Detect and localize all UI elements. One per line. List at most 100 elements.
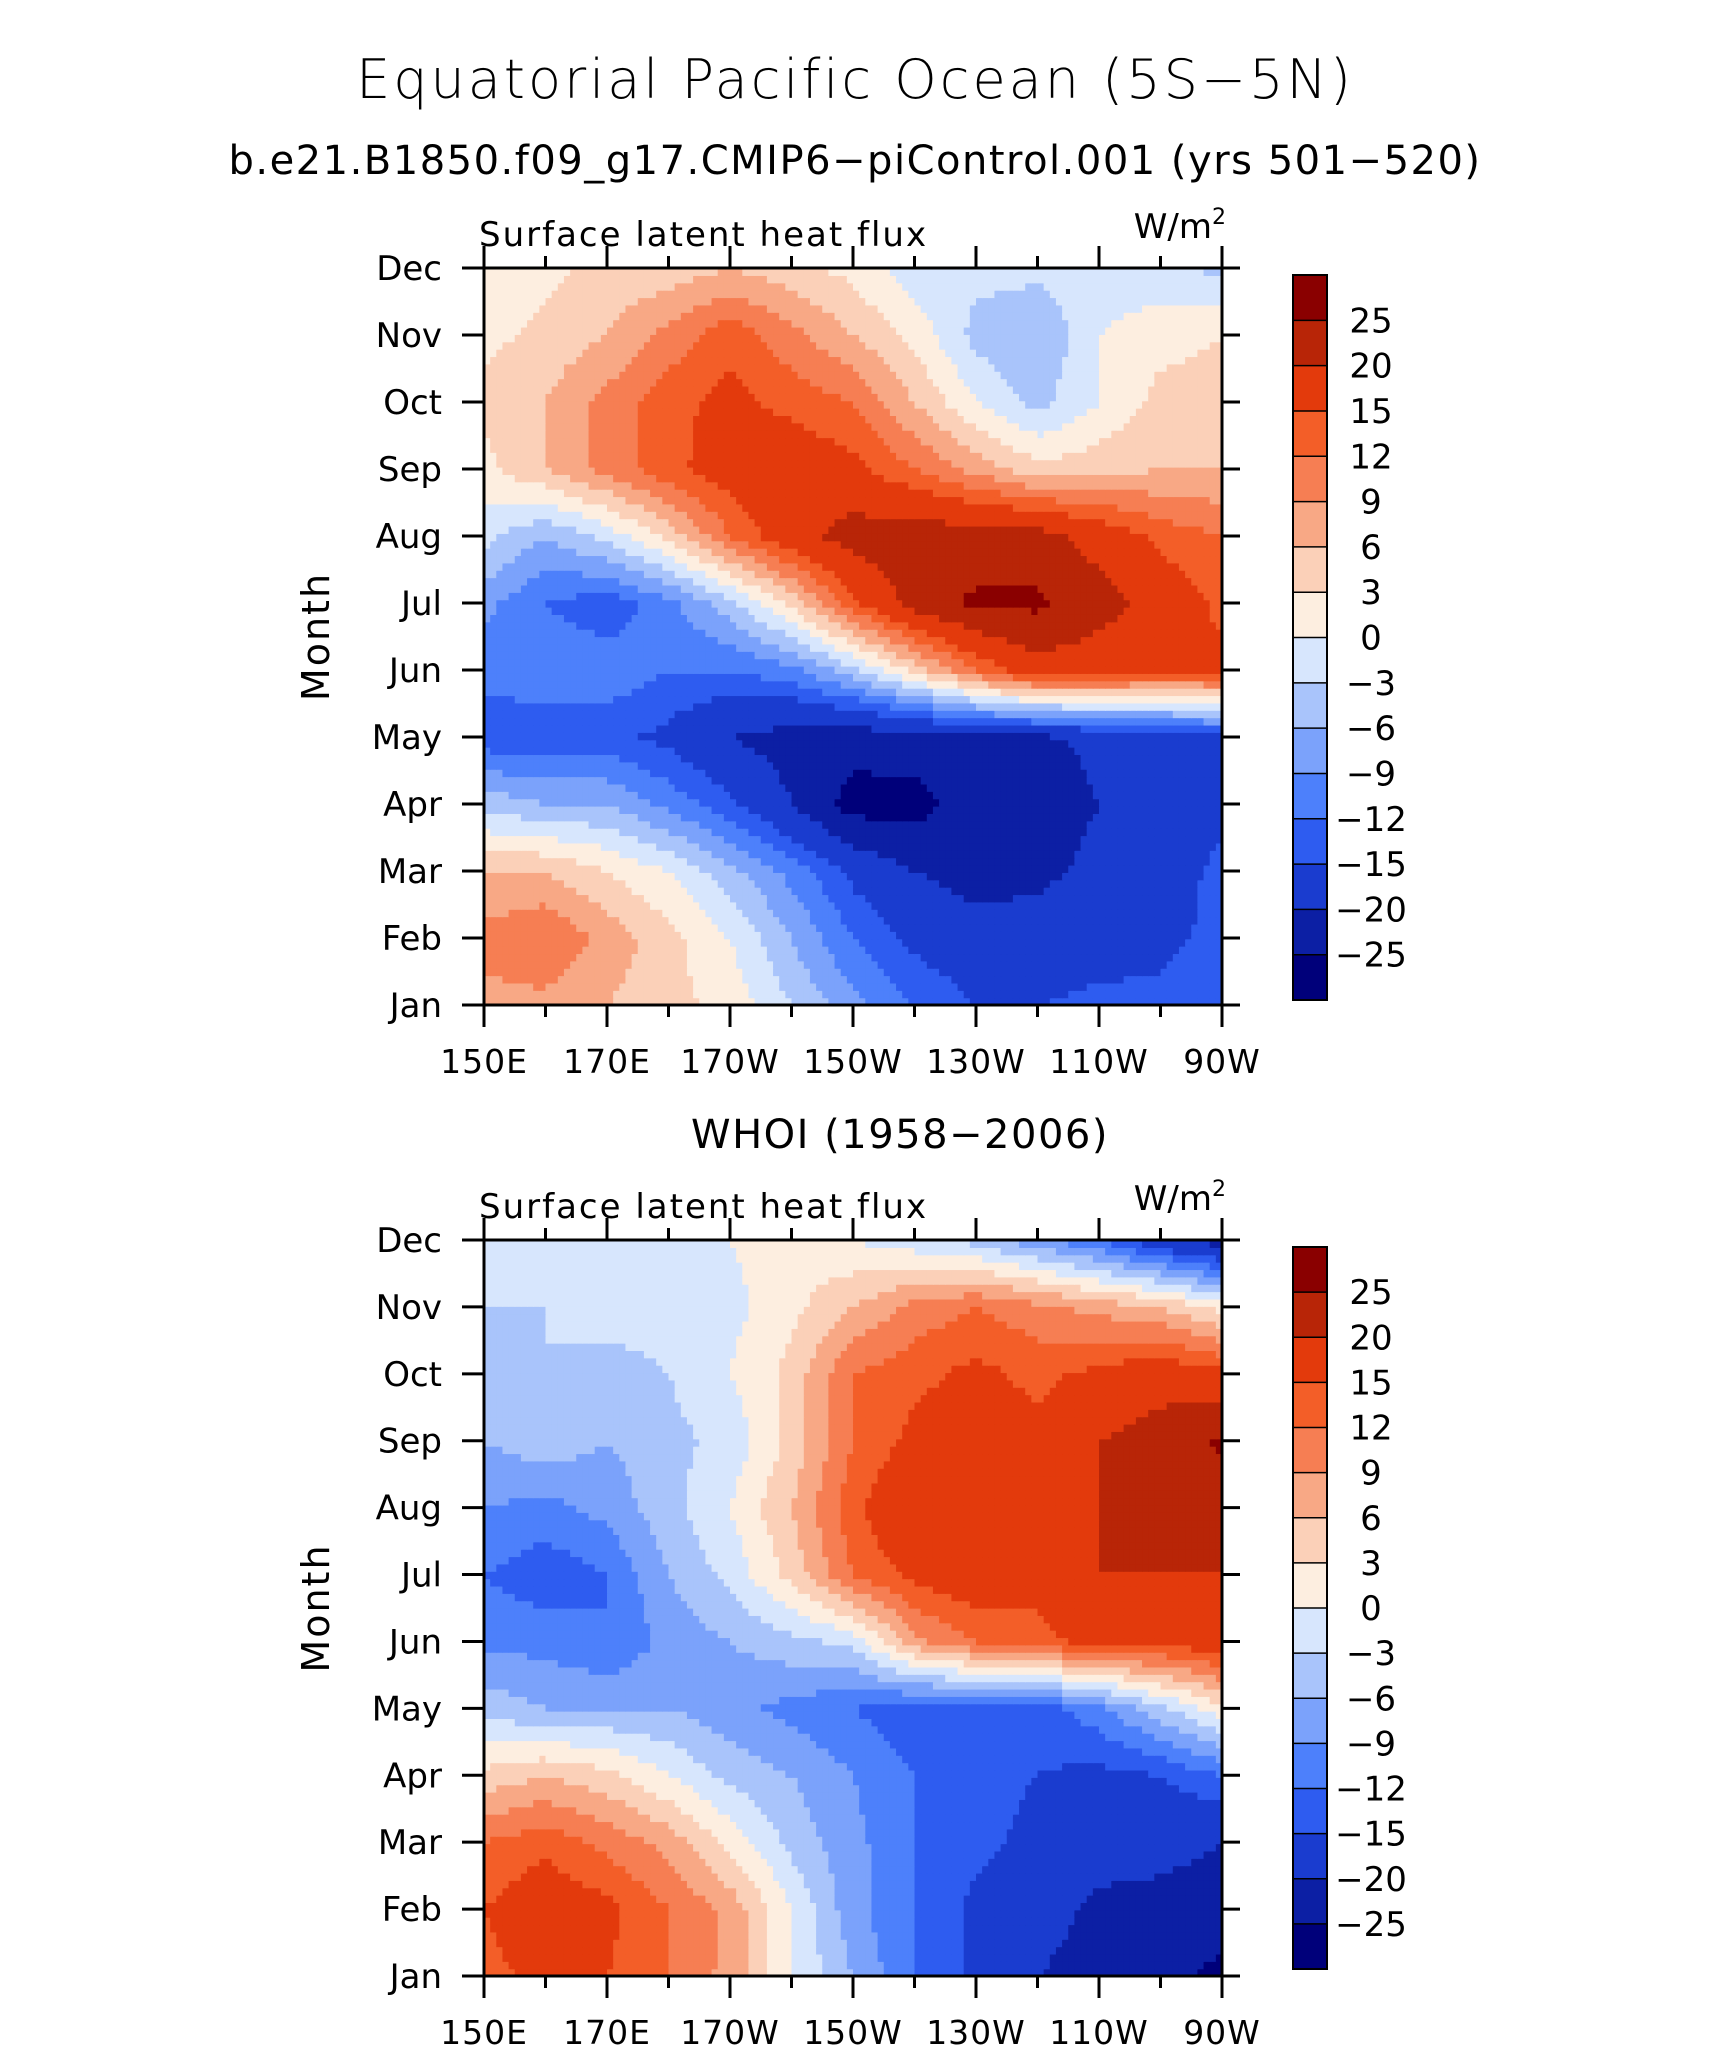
x-tick-label-170e: 170E: [563, 1042, 651, 1081]
y-tick-label-jun: Jun: [387, 651, 442, 691]
colorbar-label: 3: [1360, 573, 1382, 613]
chart-subtitle: b.e21.B1850.f09_g17.CMIP6−piControl.001 …: [0, 138, 1710, 184]
colorbar-label: −3: [1346, 1634, 1396, 1674]
colorbar-label: −20: [1335, 1860, 1407, 1900]
colorbar-box: [1293, 1743, 1327, 1790]
colorbar-label: 0: [1360, 1589, 1382, 1629]
left-string: Surface latent heat flux: [479, 215, 928, 255]
colorbar-box: [1293, 1247, 1327, 1293]
colorbar-box: [1293, 682, 1327, 729]
colorbar-frame: [1292, 1246, 1328, 1970]
colorbar-box: [1293, 1517, 1327, 1564]
colorbar-label: −25: [1335, 1905, 1407, 1945]
colorbar-box: [1293, 1833, 1327, 1880]
colorbar-label: −9: [1346, 1724, 1396, 1764]
colorbar-box: [1293, 1382, 1327, 1429]
colorbar-label: 25: [1349, 1273, 1392, 1313]
colorbar-label: −3: [1346, 664, 1396, 704]
colorbar-box: [1293, 909, 1327, 956]
colorbar-box: [1293, 501, 1327, 548]
colorbar-box: [1293, 546, 1327, 593]
colorbar-box: [1293, 1337, 1327, 1383]
colorbar-box: [1293, 1292, 1327, 1338]
y-tick-label-may: May: [372, 718, 442, 758]
colorbar-box: [1293, 637, 1327, 684]
y-tick-label-apr: Apr: [383, 1756, 442, 1796]
colorbar-label: −20: [1335, 890, 1407, 930]
colorbar-box: [1293, 1698, 1327, 1744]
colorbar-label: 20: [1349, 1318, 1392, 1358]
colorbar-label: 3: [1360, 1544, 1382, 1584]
colorbar-label: 6: [1360, 528, 1382, 568]
colorbar-box: [1293, 1472, 1327, 1519]
x-tick-label-130w: 130W: [926, 1042, 1026, 1081]
colorbar-box: [1293, 1653, 1327, 1699]
colorbar-box: [1293, 456, 1327, 503]
colorbar-box: [1293, 1923, 1327, 1970]
colorbar-label: 20: [1349, 347, 1392, 387]
y-tick-label-jul: Jul: [399, 1556, 442, 1596]
colorbar-label: −6: [1346, 709, 1396, 749]
y-tick-label-jan: Jan: [388, 1957, 442, 1997]
y-tick-label-aug: Aug: [376, 1489, 442, 1529]
colorbar-box: [1293, 320, 1327, 367]
colorbar-label: 0: [1360, 619, 1382, 659]
x-tick-label-150w: 150W: [803, 2013, 903, 2052]
colorbar-box: [1293, 864, 1327, 910]
colorbar-label: −6: [1346, 1679, 1396, 1719]
colorbar-box: [1293, 1788, 1327, 1835]
y-axis-label: Month: [294, 1543, 338, 1672]
colorbar-box: [1293, 275, 1327, 321]
chart-title: Equatorial Pacific Ocean (5S−5N): [0, 48, 1710, 111]
y-tick-label-feb: Feb: [382, 1890, 442, 1930]
x-tick-label-150w: 150W: [803, 1042, 903, 1081]
y-axis-label: Month: [294, 572, 338, 701]
colorbar-box: [1293, 728, 1327, 774]
x-tick-label-90w: 90W: [1183, 1042, 1261, 1081]
units-label: W/m2: [1134, 205, 1226, 247]
colorbar-box: [1293, 954, 1327, 1001]
heatmap-field-2: [484, 1240, 1223, 1977]
y-tick-label-jun: Jun: [387, 1622, 442, 1662]
colorbar-label: −15: [1335, 845, 1407, 885]
x-tick-label-90w: 90W: [1183, 2013, 1261, 2052]
y-tick-label-sep: Sep: [378, 1422, 442, 1462]
x-tick-label-130w: 130W: [926, 2013, 1026, 2052]
colorbar-label: 12: [1349, 1409, 1392, 1449]
x-tick-label-170e: 170E: [563, 2013, 651, 2052]
y-tick-label-jul: Jul: [399, 584, 442, 624]
x-tick-label-110w: 110W: [1049, 2013, 1149, 2052]
colorbar-label: 25: [1349, 301, 1392, 341]
colorbar-label: 9: [1360, 483, 1382, 523]
y-tick-label-nov: Nov: [376, 1288, 442, 1328]
y-tick-label-oct: Oct: [383, 383, 442, 423]
colorbar-box: [1293, 592, 1327, 638]
x-tick-label-110w: 110W: [1049, 1042, 1149, 1081]
left-string: Surface latent heat flux: [479, 1187, 928, 1227]
colorbar-box: [1293, 1562, 1327, 1609]
colorbar-box: [1293, 410, 1327, 457]
heatmap-field-1: [484, 268, 1223, 1006]
colorbar-box: [1293, 365, 1327, 412]
colorbar-box: [1293, 1608, 1327, 1654]
colorbar-box: [1293, 773, 1327, 820]
y-tick-label-mar: Mar: [378, 1823, 442, 1863]
y-tick-label-may: May: [372, 1689, 442, 1729]
x-tick-label-150e: 150E: [440, 1042, 528, 1081]
y-tick-label-nov: Nov: [376, 316, 442, 356]
colorbar-label: 15: [1349, 1363, 1392, 1403]
x-tick-label-170w: 170W: [680, 1042, 780, 1081]
y-tick-label-jan: Jan: [388, 986, 442, 1026]
colorbar-label: −12: [1335, 1770, 1407, 1810]
y-tick-label-mar: Mar: [378, 852, 442, 892]
y-tick-label-sep: Sep: [378, 450, 442, 490]
y-tick-label-apr: Apr: [383, 785, 442, 825]
colorbar-label: 9: [1360, 1454, 1382, 1494]
colorbar-frame: [1292, 274, 1328, 1001]
y-tick-label-dec: Dec: [376, 1221, 442, 1261]
y-tick-label-feb: Feb: [382, 919, 442, 959]
colorbar-box: [1293, 1427, 1327, 1474]
units-label: W/m2: [1134, 1177, 1226, 1219]
colorbar-label: 15: [1349, 392, 1392, 432]
